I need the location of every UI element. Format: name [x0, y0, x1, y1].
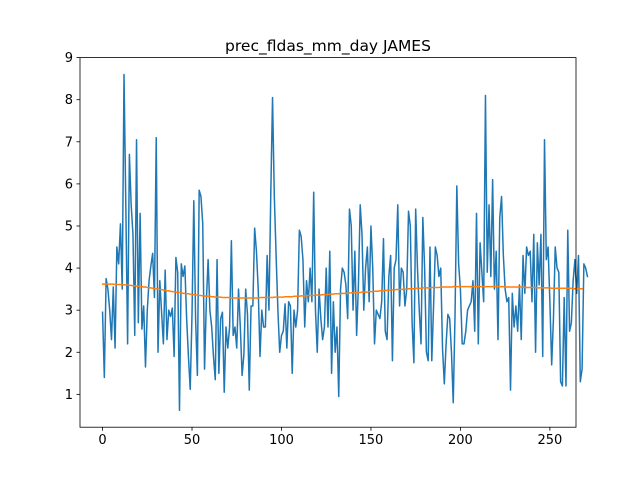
- series-line-precipitation: [101, 73, 589, 412]
- y-tick-label: 4: [65, 262, 73, 277]
- y-tick-label: 7: [65, 135, 73, 150]
- y-tick-label: 2: [65, 346, 73, 361]
- y-tick-label: 8: [65, 93, 73, 108]
- y-axis: 1 2 3 4 5 6 7 8 9: [65, 51, 80, 403]
- x-tick-label: 100: [269, 433, 294, 448]
- y-tick-label: 1: [65, 388, 73, 403]
- y-tick-label: 9: [65, 51, 73, 66]
- x-tick-label: 150: [359, 433, 384, 448]
- y-tick-label: 5: [65, 219, 73, 234]
- y-tick-label: 3: [65, 304, 73, 319]
- y-tick-label: 6: [65, 177, 73, 192]
- x-tick-label: 200: [448, 433, 473, 448]
- plot-frame: [79, 57, 577, 428]
- x-tick-label: 250: [537, 433, 562, 448]
- x-tick-label: 50: [184, 433, 201, 448]
- chart-title: prec_fldas_mm_day JAMES: [225, 37, 431, 56]
- series-line-trend: [101, 283, 583, 299]
- x-axis: 0 50 100 150 200 250: [98, 427, 562, 448]
- series-layer: [101, 73, 589, 412]
- x-tick-label: 0: [98, 433, 106, 448]
